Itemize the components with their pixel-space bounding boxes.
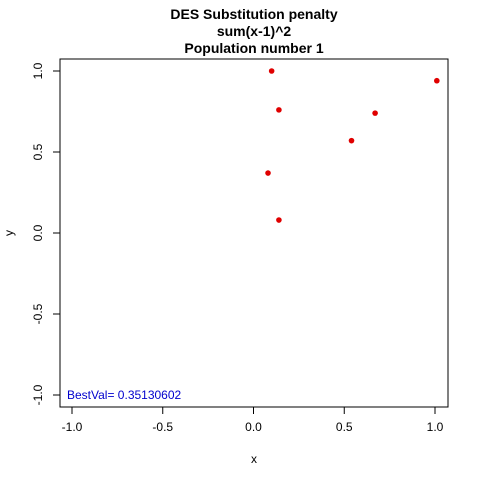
chart-title-line-2: sum(x-1)^2 — [217, 23, 292, 39]
y-tick-label: -1.0 — [31, 384, 45, 405]
x-tick-label: -1.0 — [62, 420, 83, 434]
best-value-annotation: BestVal= 0.35130602 — [67, 388, 182, 402]
chart-title-line-1: DES Substitution penalty — [170, 6, 337, 22]
x-tick-label: 0.0 — [245, 420, 262, 434]
y-axis-label: y — [2, 230, 16, 236]
x-tick-label: 0.5 — [336, 420, 353, 434]
data-point — [276, 217, 282, 223]
data-point — [348, 137, 355, 144]
data-point — [268, 68, 275, 74]
x-tick-label: -0.5 — [152, 420, 173, 434]
data-point — [265, 170, 271, 176]
data-point — [276, 107, 282, 113]
data-point — [434, 77, 440, 84]
x-axis: -1.0 -0.5 0.0 0.5 1.0 — [62, 406, 444, 434]
y-tick-label: 0.0 — [31, 224, 45, 241]
x-tick-label: 1.0 — [427, 420, 444, 434]
y-tick-label: 1.0 — [31, 62, 45, 79]
x-axis-label: x — [251, 452, 257, 466]
y-axis: -1.0 -0.5 0.0 0.5 1.0 — [31, 62, 61, 405]
data-points — [265, 68, 440, 223]
chart-title-line-3: Population number 1 — [184, 40, 323, 56]
y-tick-label: -0.5 — [31, 303, 45, 324]
y-tick-label: 0.5 — [31, 143, 45, 160]
data-point — [372, 110, 378, 116]
